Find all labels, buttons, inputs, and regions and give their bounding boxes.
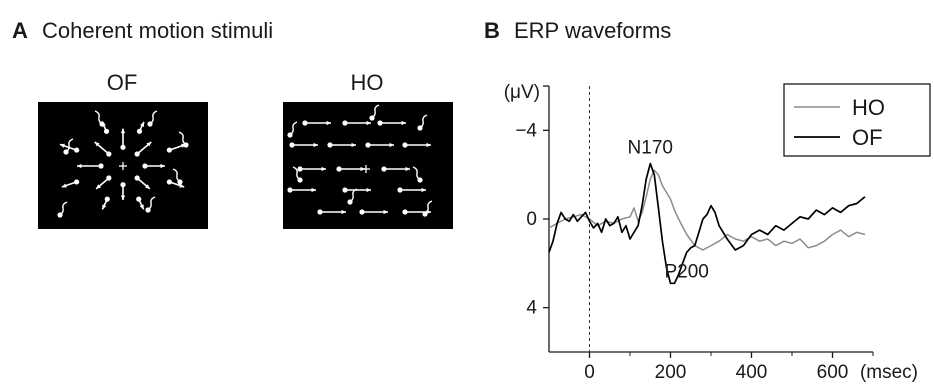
of-noise-4 bbox=[178, 131, 187, 146]
ho-noise-3-dot bbox=[417, 177, 423, 183]
ho-arrow-5-head bbox=[389, 142, 394, 148]
of-noise-3-dot bbox=[147, 121, 153, 127]
ho-arrow-8-head bbox=[360, 166, 365, 172]
of-noise-4-dot bbox=[183, 142, 189, 148]
x-ticks: 0 200 400 600 bbox=[584, 352, 874, 383]
of-noise-6 bbox=[147, 196, 156, 211]
ho-arrow-13-head bbox=[341, 209, 346, 215]
stimulus-ho-label: HO bbox=[351, 70, 384, 95]
ho-arrow-2-head bbox=[401, 120, 406, 126]
of-arrow-2-head bbox=[120, 195, 126, 200]
ho-noise-1-dot bbox=[417, 125, 423, 131]
of-arrow-6-head bbox=[120, 128, 126, 134]
y-tick-label: −4 bbox=[515, 120, 537, 141]
annotation-p200: P200 bbox=[665, 262, 709, 283]
erp-chart: (μV) −4 0 4 0 200 400 600 N170 P200 (msec) bbox=[504, 82, 918, 383]
of-noise-2 bbox=[59, 201, 68, 216]
series-layer bbox=[548, 162, 866, 285]
of-noise-0 bbox=[65, 138, 74, 153]
ho-arrow-7-head bbox=[321, 166, 326, 172]
of-arrow-14-head bbox=[140, 121, 145, 127]
legend-box bbox=[783, 83, 931, 157]
ho-arrow-12-head bbox=[421, 187, 426, 193]
of-noise-0-dot bbox=[63, 149, 69, 155]
ho-arrow-3-head bbox=[313, 142, 318, 148]
of-noise-1-dot bbox=[177, 179, 183, 185]
panel-b-letter: B bbox=[484, 18, 500, 43]
ho-arrow-0-head bbox=[326, 120, 331, 126]
of-noise-5-dot bbox=[99, 121, 105, 127]
ho-noise-5 bbox=[424, 200, 433, 215]
ho-noise-3 bbox=[412, 166, 421, 181]
of-arrow-4-head bbox=[77, 163, 82, 169]
ho-arrow-10-head bbox=[311, 187, 316, 193]
ho-arrow-14-head bbox=[383, 209, 388, 215]
of-arrow-12-head bbox=[59, 143, 65, 148]
of-noise-5 bbox=[94, 110, 103, 125]
x-tick-label: 400 bbox=[736, 362, 768, 383]
of-arrow-0-head bbox=[160, 163, 165, 169]
y-tick-label: 0 bbox=[526, 209, 537, 230]
series-line-ho bbox=[548, 169, 866, 251]
of-arrow-9-head bbox=[139, 204, 144, 210]
of-arrow-1-head bbox=[145, 184, 150, 189]
legend: HO OF bbox=[783, 83, 931, 157]
ho-noise-1 bbox=[419, 114, 428, 129]
x-axis-unit-label: (msec) bbox=[860, 362, 918, 383]
x-tick-label: 200 bbox=[655, 362, 687, 383]
ho-arrow-9-head bbox=[405, 166, 410, 172]
of-arrow-3-head bbox=[96, 184, 101, 189]
ho-noise-5-dot bbox=[422, 211, 428, 217]
ho-arrow-4-head bbox=[351, 142, 356, 148]
legend-label-of: OF bbox=[852, 125, 883, 150]
y-tick-label: 4 bbox=[526, 298, 537, 319]
panel-a-letter: A bbox=[12, 18, 28, 43]
ho-noise-6-dot bbox=[369, 115, 375, 121]
of-arrow-7-head bbox=[146, 141, 152, 147]
ho-arrow-6-head bbox=[426, 142, 431, 148]
of-noise-3 bbox=[149, 110, 158, 125]
ho-noise-4 bbox=[349, 188, 358, 203]
stimulus-of-label: OF bbox=[107, 70, 138, 95]
of-noise-1 bbox=[172, 168, 181, 183]
panel-b-title: ERP waveforms bbox=[514, 18, 671, 43]
of-arrow-10-head bbox=[102, 204, 107, 210]
ho-noise-4-dot bbox=[347, 199, 353, 205]
series-line-of bbox=[548, 162, 866, 285]
y-axis-unit-label: (μV) bbox=[504, 82, 540, 103]
of-arrow-5-head bbox=[94, 141, 100, 147]
annotations: N170 P200 bbox=[628, 137, 709, 282]
annotation-n170: N170 bbox=[628, 137, 673, 158]
of-noise-6-dot bbox=[145, 207, 151, 213]
ho-arrow-11-head bbox=[366, 187, 371, 193]
ho-noise-2 bbox=[292, 166, 301, 181]
x-tick-label: 0 bbox=[584, 362, 595, 383]
stimulus-ho-image bbox=[283, 102, 453, 229]
ho-noise-2-dot bbox=[297, 177, 303, 183]
ho-noise-0-dot bbox=[287, 132, 293, 138]
legend-label-ho: HO bbox=[852, 95, 885, 120]
y-ticks: −4 0 4 bbox=[515, 85, 549, 319]
panel-a-title: Coherent motion stimuli bbox=[42, 18, 273, 43]
of-arrow-11-head bbox=[61, 183, 67, 188]
of-noise-2-dot bbox=[57, 212, 63, 218]
stimulus-of-image bbox=[38, 102, 208, 229]
ho-noise-6 bbox=[371, 104, 380, 119]
ho-arrow-1-head bbox=[366, 120, 371, 126]
x-tick-label: 600 bbox=[817, 362, 849, 383]
of-dot-2 bbox=[120, 182, 126, 188]
ho-noise-0 bbox=[289, 121, 298, 136]
